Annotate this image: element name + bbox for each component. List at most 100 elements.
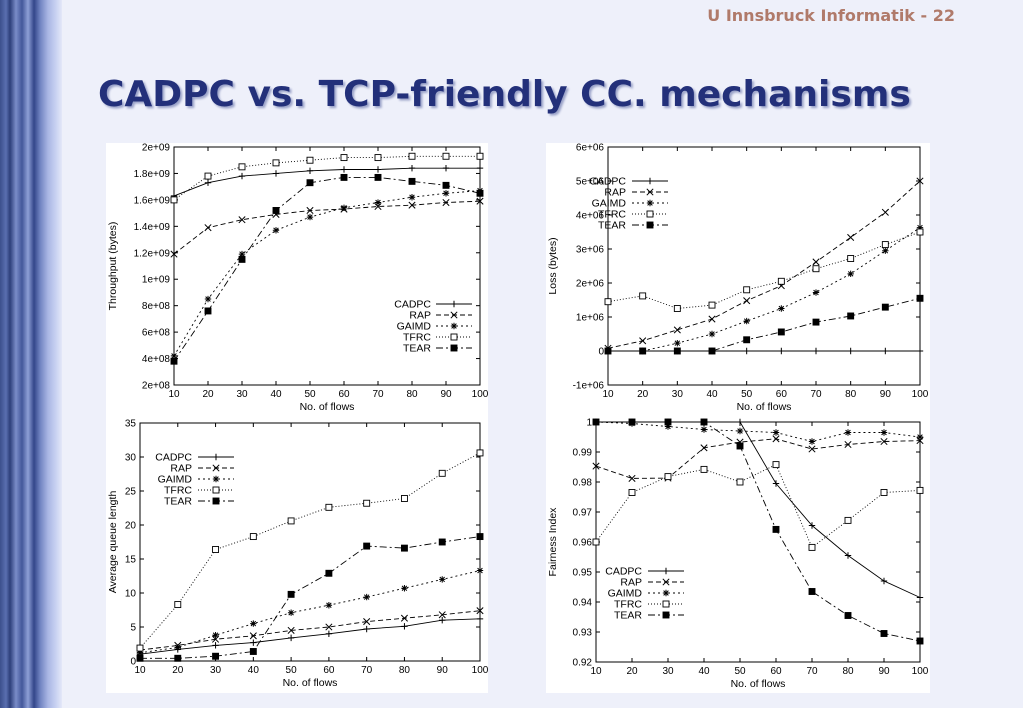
data-point [604, 347, 612, 355]
y-tick-label: 10 [125, 589, 137, 600]
y-axis-label: Average queue length [107, 491, 119, 594]
data-point [812, 265, 820, 273]
plot-frame [173, 146, 481, 386]
x-tick-label: 70 [806, 666, 818, 677]
x-tick-label: 70 [372, 389, 384, 400]
data-point [442, 198, 450, 207]
data-point [170, 357, 178, 365]
data-point [812, 347, 820, 355]
y-tick-label: 0.95 [573, 568, 593, 579]
y-tick-label: 4e+06 [576, 211, 605, 222]
data-point [363, 542, 371, 550]
data-point [212, 652, 220, 660]
series-tfrc [604, 228, 924, 312]
series-line [173, 176, 481, 362]
data-point [700, 444, 708, 452]
y-axis-label: Throughput (bytes) [107, 222, 119, 311]
data-point [212, 546, 220, 553]
data-point [664, 418, 672, 426]
y-tick-label: 2e+06 [576, 279, 605, 290]
data-point [204, 307, 212, 315]
data-point [743, 297, 751, 305]
y-tick-label: 1e+09 [142, 275, 171, 286]
x-tick-label: 80 [406, 389, 418, 400]
y-tick-label: 25 [125, 487, 137, 498]
legend-label: TEAR [598, 220, 626, 232]
series-line [596, 421, 921, 642]
data-point [736, 427, 744, 435]
y-tick-label: 0.92 [573, 658, 593, 669]
series-line [607, 180, 921, 349]
series-cadpc [136, 615, 484, 658]
data-point [881, 303, 889, 311]
data-point [476, 189, 484, 197]
series-cadpc [604, 347, 924, 355]
data-point [476, 152, 484, 160]
data-point [212, 642, 219, 649]
x-tick-label: 10 [602, 389, 614, 400]
data-point [438, 469, 446, 477]
data-point [170, 250, 178, 258]
x-tick-label: 40 [270, 389, 282, 400]
x-tick-label: 70 [361, 665, 373, 676]
y-tick-label: 0.94 [573, 598, 593, 609]
data-point [170, 352, 178, 360]
data-point [778, 305, 785, 312]
x-tick-label: 30 [662, 666, 674, 677]
data-point [400, 614, 408, 622]
data-point [306, 213, 314, 221]
slide-title: CADPC vs. TCP-friendly CC. mechanisms [98, 74, 911, 115]
data-point [250, 620, 257, 627]
y-tick-label: 3e+06 [576, 245, 605, 256]
x-tick-label: 30 [236, 389, 248, 400]
data-point [592, 462, 600, 470]
legend-label: TFRC [598, 209, 626, 221]
data-point [272, 227, 280, 234]
data-point [736, 418, 744, 426]
plot-frame [595, 421, 921, 663]
data-point [476, 567, 484, 574]
legend-label: GAIMD [592, 198, 627, 210]
data-point [136, 649, 144, 657]
data-point [708, 315, 716, 323]
legend-marker [450, 322, 458, 330]
data-point [340, 166, 348, 173]
legend-marker [646, 177, 654, 185]
series-tfrc [170, 152, 484, 204]
queue-length-chart: 10 20 30 40 50 60 70 80 90 100 0 5 10 15 20 25 30 35 No. o… [107, 419, 489, 690]
data-point [628, 489, 636, 496]
data-point [844, 429, 852, 436]
data-point [374, 166, 382, 173]
x-tick-label: 50 [734, 666, 746, 677]
x-tick-label: 10 [590, 666, 602, 677]
y-tick-label: 20 [125, 521, 137, 532]
data-point [272, 170, 280, 177]
legend-label: TEAR [403, 343, 431, 355]
data-point [664, 423, 672, 430]
data-point [401, 623, 408, 630]
x-axis-label: No. of flows [283, 677, 338, 689]
y-tick-label: 15 [125, 555, 137, 566]
data-point [238, 250, 246, 258]
x-tick-label: 20 [172, 665, 184, 676]
data-point [374, 199, 382, 206]
data-point [170, 196, 178, 204]
data-point [808, 588, 816, 595]
data-point [238, 255, 246, 263]
queue-length-chart-panel: 10 20 30 40 50 60 70 80 90 100 0 5 10 15 20 25 30 35 No. o… [106, 415, 489, 693]
data-point [136, 644, 144, 652]
y-tick-label: 1.6e+09 [134, 195, 171, 206]
data-point [476, 615, 484, 623]
data-point [808, 438, 816, 445]
fairness-chart: 10 20 30 40 50 60 70 80 90 100 0.92 0.93 0.94 0.95 0.9… [547, 418, 929, 691]
data-point [438, 538, 446, 546]
series-gaimd [136, 567, 484, 657]
x-tick-label: 80 [399, 665, 411, 676]
data-point [442, 181, 450, 189]
x-tick-label: 20 [626, 666, 638, 677]
data-point [881, 241, 889, 249]
legend-marker [662, 611, 670, 619]
data-point [808, 445, 816, 453]
data-point [249, 533, 257, 541]
series-tfrc [592, 461, 924, 551]
